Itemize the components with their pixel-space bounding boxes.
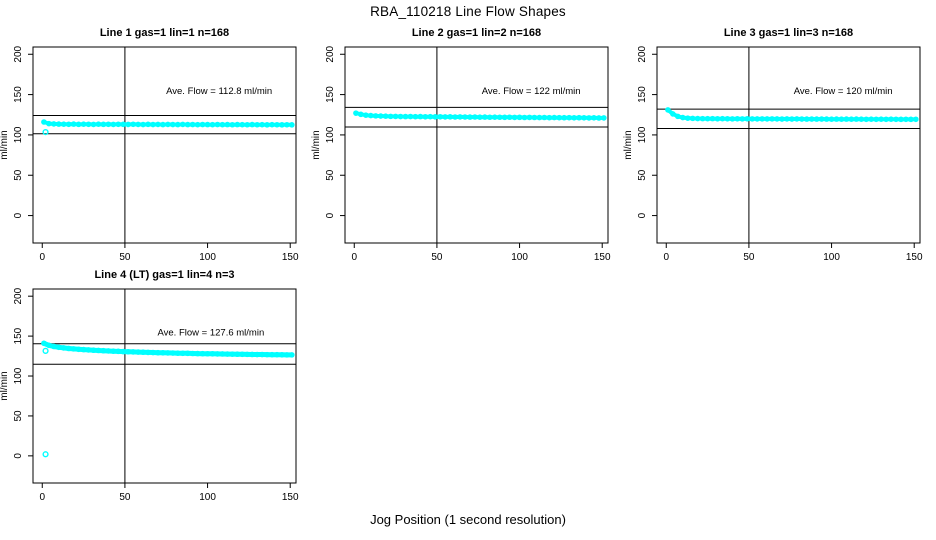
- panel-4-data-point: [46, 342, 52, 349]
- panel-4-y-tick-label: 0: [13, 453, 24, 459]
- panel-4-data-point: [289, 352, 295, 358]
- panel-1-y-axis-label: ml/min: [0, 130, 10, 159]
- panel-4-ave-flow-annotation: Ave. Flow = 127.6 ml/min: [157, 327, 264, 338]
- panel-4-outlier-point: [42, 347, 49, 354]
- panel-1-y-tick-label: 0: [13, 212, 24, 218]
- panel-2-data-point: [358, 111, 364, 118]
- panel-2-data-point: [353, 110, 359, 116]
- panel-1-y-tick-label: 50: [13, 169, 24, 181]
- panel-2-data-point: [601, 115, 607, 121]
- panel-4-x-tick-label: 0: [39, 492, 45, 503]
- panel-2-x-tick-label: 100: [511, 252, 528, 263]
- panel-2-ave-flow-annotation: Ave. Flow = 122 ml/min: [482, 86, 581, 97]
- panel-3-y-tick-label: 100: [637, 126, 648, 143]
- panel-3-data-point: [679, 114, 686, 121]
- panel-4-title: Line 4 (LT) gas=1 lin=4 n=3: [94, 269, 234, 281]
- page-title: RBA_110218 Line Flow Shapes: [370, 4, 566, 19]
- panel-1-outlier-point: [42, 128, 49, 136]
- panel-4-y-tick-label: 150: [13, 327, 24, 344]
- panel-1-x-tick-label: 50: [119, 252, 131, 263]
- panel-4-data-point: [55, 344, 62, 351]
- panel-3-data-point: [665, 107, 671, 113]
- panel-3-data-point: [913, 116, 919, 123]
- panel-1-y-tick-label: 150: [13, 86, 24, 103]
- panel-1-ave-flow-annotation: Ave. Flow = 112.8 ml/min: [166, 86, 272, 97]
- panel-2-y-tick-label: 150: [325, 86, 336, 103]
- panel-4-outlier-point: [42, 451, 49, 458]
- panel-3-y-tick-label: 150: [637, 86, 648, 103]
- panel-3-x-tick-label: 100: [823, 252, 840, 263]
- panel-2-box: [344, 46, 609, 244]
- panel-3-y-tick-label: 0: [637, 212, 648, 218]
- panel-3-x-tick-label: 0: [663, 252, 669, 263]
- panel-1-y-tick-label: 100: [13, 126, 24, 143]
- panel-1-x-tick-label: 0: [39, 252, 45, 263]
- panel-4-data-point: [41, 340, 47, 347]
- panel-3-y-tick-label: 200: [637, 45, 648, 62]
- panel-3-y-tick-label: 50: [637, 169, 648, 181]
- panel-3-ave-flow-annotation: Ave. Flow = 120 ml/min: [794, 86, 893, 97]
- panel-1-x-tick-label: 150: [282, 252, 299, 263]
- panel-2-y-axis-label: ml/min: [311, 130, 322, 159]
- panel-3-box: [656, 46, 921, 244]
- panel-2-x-tick-label: 150: [594, 252, 611, 263]
- panel-4-y-tick-label: 50: [13, 410, 24, 422]
- panel-3-y-axis-label: ml/min: [623, 130, 634, 159]
- panel-2-title: Line 2 gas=1 lin=2 n=168: [412, 27, 541, 39]
- panel-3-x-tick-label: 150: [906, 252, 923, 263]
- panel-4-y-axis-label: ml/min: [0, 371, 10, 400]
- panel-4-x-tick-label: 50: [119, 492, 131, 503]
- panel-4-x-tick-label: 100: [199, 492, 216, 503]
- panel-2-y-tick-label: 50: [325, 169, 336, 181]
- panel-1-data-point: [289, 122, 295, 128]
- panel-1-title: Line 1 gas=1 lin=1 n=168: [100, 27, 229, 39]
- panel-1-box: [32, 46, 297, 244]
- panel-2-y-tick-label: 100: [325, 126, 336, 143]
- panel-3-x-tick-label: 50: [743, 252, 755, 263]
- panel-4-x-tick-label: 150: [282, 492, 299, 503]
- panel-3-data-point: [675, 113, 681, 120]
- panel-4-y-tick-label: 100: [13, 367, 24, 384]
- panel-2-y-tick-label: 200: [325, 45, 336, 62]
- panel-3-data-point: [670, 111, 676, 117]
- panel-4-box: [32, 288, 297, 484]
- panel-3-title: Line 3 gas=1 lin=3 n=168: [724, 27, 853, 39]
- panel-1-y-tick-label: 200: [13, 45, 24, 62]
- panel-2-x-tick-label: 0: [351, 252, 357, 263]
- panel-1-x-tick-label: 100: [199, 252, 216, 263]
- panel-2-y-tick-label: 0: [325, 212, 336, 218]
- panel-4-y-tick-label: 200: [13, 287, 24, 304]
- panel-4-data-point: [60, 345, 67, 351]
- x-axis-label: Jog Position (1 second resolution): [370, 512, 566, 527]
- panel-4-data-point: [51, 343, 57, 350]
- panel-1-data-point: [41, 119, 47, 125]
- panel-2-x-tick-label: 50: [431, 252, 443, 263]
